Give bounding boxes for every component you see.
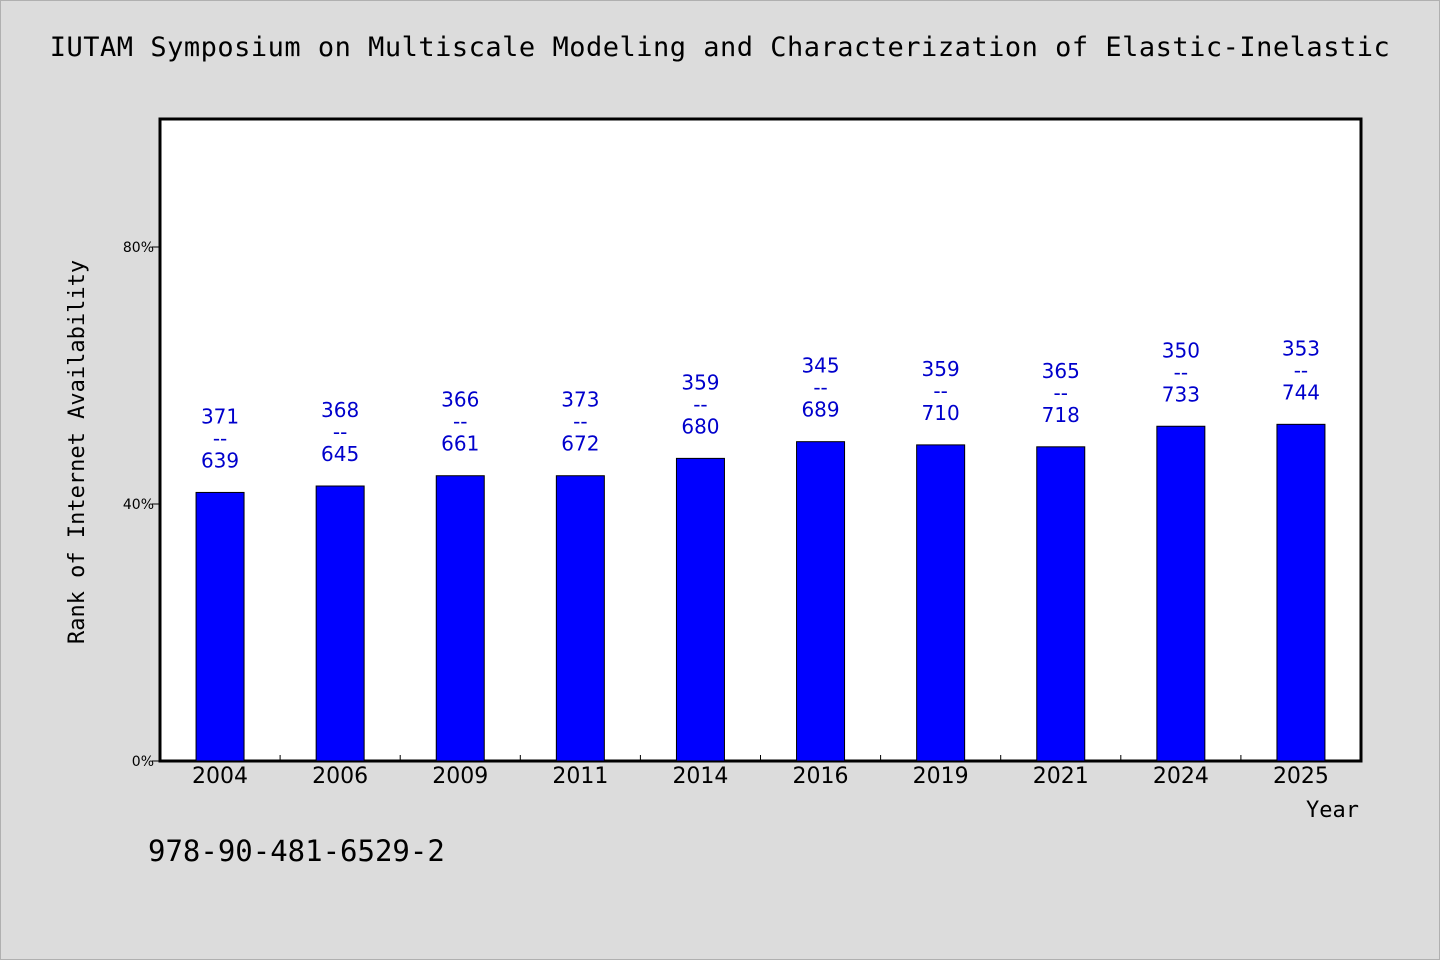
x-tick-label: 2009	[432, 764, 488, 789]
chart-title: IUTAM Symposium on Multiscale Modeling a…	[49, 32, 1391, 63]
bar	[435, 475, 485, 762]
x-tick-label: 2014	[672, 764, 728, 789]
data-labels: 371--639368--645366--661373--672359--680…	[201, 336, 1320, 472]
x-tick-label: 2016	[793, 764, 849, 789]
data-label: --	[213, 426, 227, 450]
y-tick-label: 0%	[132, 754, 154, 770]
data-label: 350	[1162, 338, 1200, 362]
x-tick-label: 2024	[1153, 764, 1209, 789]
data-label: 373	[561, 388, 599, 412]
data-label: 718	[1042, 403, 1080, 427]
bar	[1036, 446, 1086, 762]
x-tick-label: 2006	[312, 764, 368, 789]
data-label: 366	[441, 388, 479, 412]
data-label: 733	[1162, 382, 1200, 406]
data-label: 661	[441, 432, 479, 456]
y-tick-label: 80%	[123, 240, 154, 256]
data-label: 371	[201, 404, 239, 428]
data-label: --	[1054, 381, 1068, 405]
x-tick-label: 2011	[552, 764, 608, 789]
data-label: 359	[681, 370, 719, 394]
data-label: --	[693, 392, 707, 416]
data-label: --	[813, 376, 827, 400]
data-label: 645	[321, 442, 359, 466]
data-label: 345	[801, 354, 839, 378]
x-tick-label: 2004	[192, 764, 248, 789]
y-axis-label: Rank of Internet Availability	[65, 260, 90, 644]
bar	[195, 491, 245, 762]
data-label: 680	[681, 414, 719, 438]
data-label: 710	[922, 401, 960, 425]
data-label: 353	[1282, 336, 1320, 360]
y-axis: 0% 40% 80%	[123, 240, 160, 770]
bar	[1276, 423, 1326, 762]
data-label: 368	[321, 398, 359, 422]
x-tick-label: 2019	[913, 764, 969, 789]
data-label: 639	[201, 448, 239, 472]
data-label: --	[1294, 358, 1308, 382]
data-label: 672	[561, 432, 599, 456]
bars	[195, 423, 1326, 762]
data-label: 689	[801, 398, 839, 422]
data-label: --	[1174, 360, 1188, 384]
bar	[796, 441, 846, 762]
data-label: 359	[922, 357, 960, 381]
data-label: --	[933, 379, 947, 403]
y-tick-label: 40%	[123, 497, 154, 513]
data-label: 744	[1282, 380, 1320, 404]
bar	[1156, 425, 1206, 762]
data-label: --	[333, 420, 347, 444]
isbn-text: 978-90-481-6529-2	[148, 834, 445, 868]
bar	[315, 485, 365, 762]
data-label: --	[453, 410, 467, 434]
data-label: --	[573, 410, 587, 434]
bar	[916, 444, 966, 762]
bar	[555, 475, 605, 762]
x-tick-label: 2025	[1273, 764, 1329, 789]
x-tick-label: 2021	[1033, 764, 1089, 789]
x-axis: 2004 2006 2009 2011 2014 2016 2019 2021 2024 2025	[192, 755, 1329, 789]
data-label: 365	[1042, 359, 1080, 383]
x-axis-label: Year	[1306, 798, 1359, 823]
bar	[675, 457, 725, 762]
